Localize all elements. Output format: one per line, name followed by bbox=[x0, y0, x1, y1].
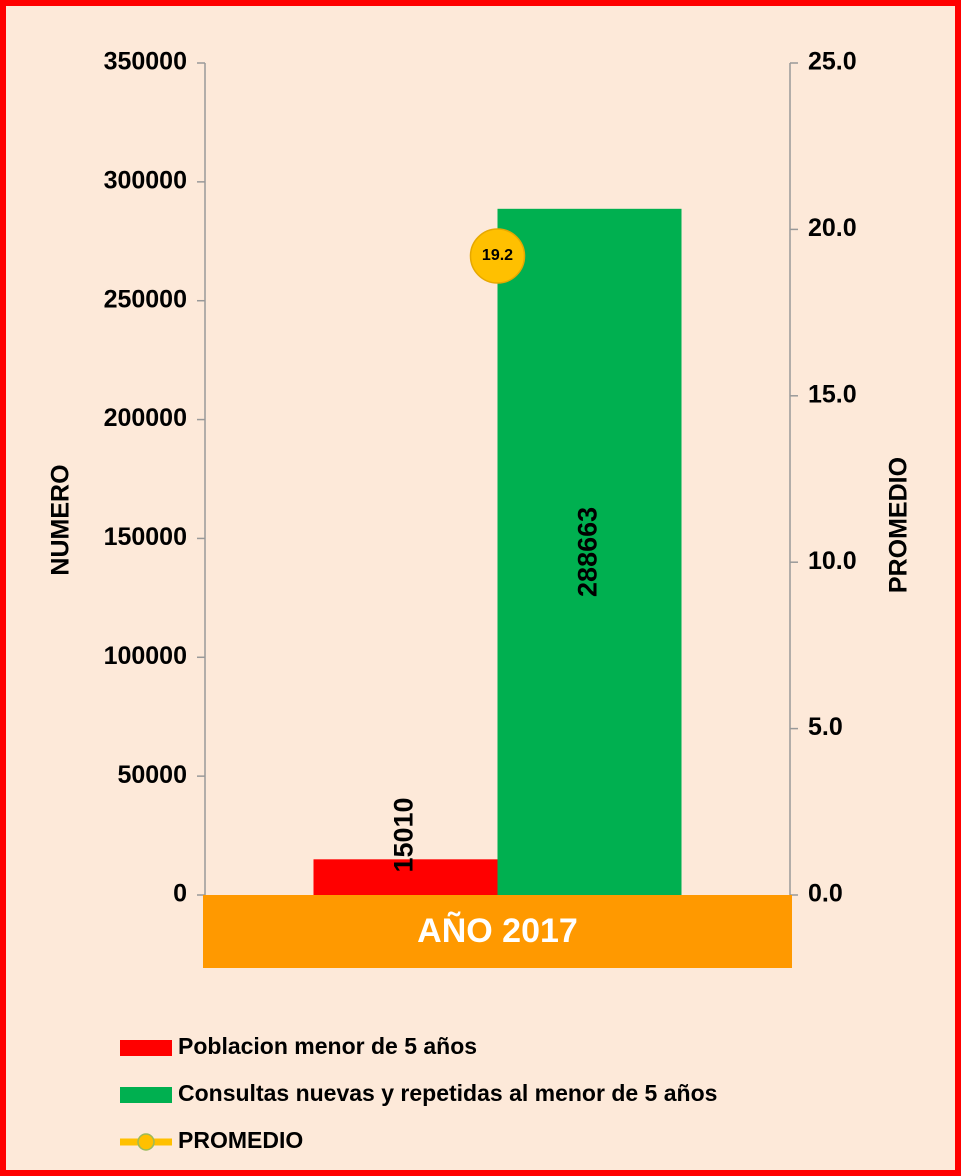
promedio-marker bbox=[469, 228, 526, 284]
y2-axis-title: PROMEDIO bbox=[885, 457, 913, 593]
y2-tick-label: 20.0 bbox=[808, 214, 857, 242]
legend-label: PROMEDIO bbox=[178, 1127, 303, 1153]
y-tick-label: 150000 bbox=[104, 523, 187, 551]
bar bbox=[497, 208, 682, 895]
y-tick-label: 250000 bbox=[104, 285, 187, 313]
legend-swatch bbox=[120, 1087, 172, 1103]
y-tick-label: 200000 bbox=[104, 404, 187, 432]
y-tick-label: 0 bbox=[173, 880, 187, 908]
legend-marker bbox=[137, 1133, 155, 1151]
y2-tick-label: 25.0 bbox=[808, 48, 857, 76]
y-tick-label: 300000 bbox=[104, 166, 187, 194]
y-tick-label: 350000 bbox=[104, 48, 187, 76]
y-tick-label: 100000 bbox=[104, 642, 187, 670]
y-axis-title: NUMERO bbox=[47, 464, 75, 575]
data-label: 15010 bbox=[389, 797, 419, 872]
x-tick-label: AÑO 2017 bbox=[417, 912, 578, 950]
category-band bbox=[203, 895, 792, 968]
data-label: 19.2 bbox=[482, 247, 513, 264]
legend-label: Poblacion menor de 5 años bbox=[178, 1033, 477, 1059]
y-tick-label: 50000 bbox=[117, 761, 187, 789]
y2-tick-label: 5.0 bbox=[808, 713, 843, 741]
legend-label: Consultas nuevas y repetidas al menor de… bbox=[178, 1080, 717, 1106]
y2-tick-label: 10.0 bbox=[808, 547, 857, 575]
y2-tick-label: 0.0 bbox=[808, 880, 843, 908]
y2-tick-label: 15.0 bbox=[808, 380, 857, 408]
data-label: 288663 bbox=[573, 507, 603, 597]
bar bbox=[313, 859, 498, 895]
legend-swatch bbox=[120, 1040, 172, 1056]
